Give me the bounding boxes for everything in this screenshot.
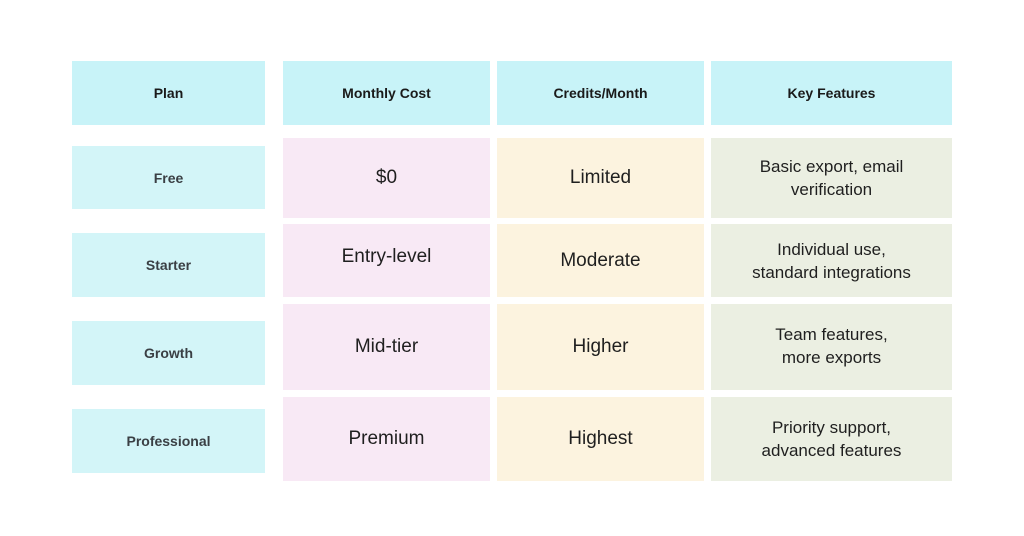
header-key-features: Key Features (711, 61, 952, 125)
features-starter: Individual use, standard integrations (711, 224, 952, 297)
features-line: advanced features (761, 441, 902, 460)
plan-free: Free (72, 146, 265, 209)
features-growth: Team features, more exports (711, 304, 952, 390)
features-professional: Priority support, advanced features (711, 397, 952, 481)
features-line: standard integrations (752, 262, 911, 282)
plan-growth: Growth (72, 321, 265, 385)
features-line: Team features, (775, 325, 888, 344)
features-line: Individual use, (777, 239, 886, 259)
credits-free: Limited (497, 138, 704, 218)
header-credits-month: Credits/Month (497, 61, 704, 125)
credits-growth: Higher (497, 304, 704, 390)
credits-professional: Highest (497, 397, 704, 481)
header-plan: Plan (72, 61, 265, 125)
features-line: more exports (781, 348, 882, 367)
features-line: Basic export, email (759, 157, 904, 176)
cost-growth: Mid-tier (283, 304, 490, 390)
features-line: Priority support, (771, 418, 892, 437)
plan-professional: Professional (72, 409, 265, 473)
credits-starter: Moderate (497, 224, 704, 297)
features-free: Basic export, email verification (711, 138, 952, 218)
cost-professional: Premium (283, 397, 490, 481)
cost-starter: Entry-level (283, 224, 490, 297)
header-monthly-cost: Monthly Cost (283, 61, 490, 125)
plan-starter: Starter (72, 233, 265, 297)
features-line: verification (790, 180, 873, 199)
cost-free: $0 (283, 138, 490, 218)
